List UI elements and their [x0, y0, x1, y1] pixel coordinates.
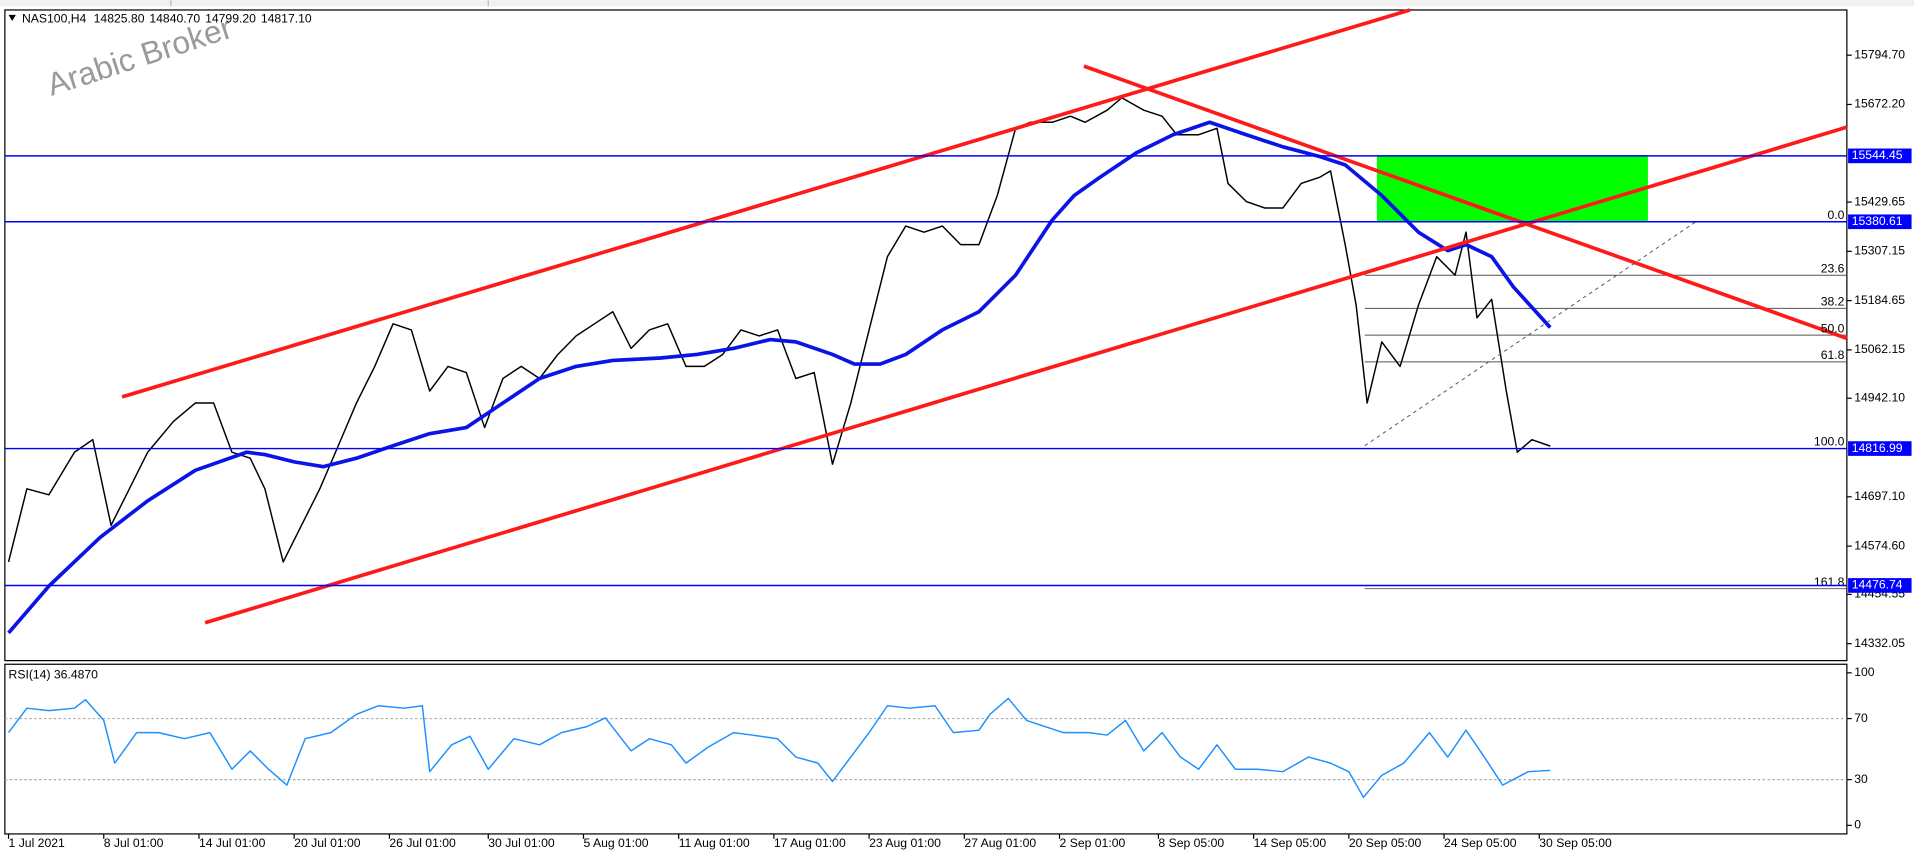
fib-label: 50.0	[1821, 321, 1845, 335]
x-tick-label: 30 Sep 05:00	[1539, 836, 1612, 850]
level-label: 14476.74	[1852, 578, 1903, 592]
rsi-line	[7, 697, 1551, 799]
fib-label: 23.6	[1821, 261, 1845, 275]
fib-label: 100.0	[1814, 435, 1845, 449]
rsi-frame	[4, 663, 1848, 835]
trendline-down	[1083, 64, 1848, 341]
y-tick-label: 70	[1854, 711, 1868, 725]
level-tag	[1848, 578, 1912, 593]
symbol-info: NAS100,H4 14825.80 14840.70 14799.20 14817.1…	[22, 12, 312, 26]
y-tick-label: 15429.65	[1854, 194, 1905, 208]
y-tick-label: 15307.15	[1854, 244, 1905, 258]
ohlc-open: 14825.80	[94, 12, 145, 26]
y-tick-label: 15062.15	[1854, 342, 1905, 356]
moving-average	[7, 120, 1552, 635]
ohlc-close: 14817.10	[261, 12, 312, 26]
x-tick-label: 30 Jul 01:00	[488, 836, 555, 850]
x-tick-label: 17 Aug 01:00	[774, 836, 846, 850]
plot-layer: 15794.70 15672.20 15429.65 15307.15 15184.65…	[7, 47, 1905, 850]
x-tick-label: 20 Jul 01:00	[294, 836, 361, 850]
y-tick-label: 100	[1854, 665, 1875, 679]
level-label: 15380.61	[1852, 214, 1903, 228]
menu-arrow	[8, 14, 16, 21]
price-line	[7, 97, 1551, 563]
level-tag	[1848, 214, 1912, 230]
x-tick-label: 26 Jul 01:00	[389, 836, 456, 850]
y-tick-label: 30	[1854, 772, 1868, 786]
x-tick-label: 20 Sep 05:00	[1349, 836, 1422, 850]
level-label: 14816.99	[1852, 441, 1903, 455]
x-tick-label: 27 Aug 01:00	[964, 836, 1036, 850]
y-tick-label: 15672.20	[1854, 97, 1905, 111]
x-tick-label: 8 Sep 05:00	[1158, 836, 1224, 850]
level-tag	[1848, 441, 1912, 456]
x-tick-label: 2 Sep 01:00	[1060, 836, 1126, 850]
x-tick-label: 14 Sep 05:00	[1254, 836, 1327, 850]
fib-label: 61.8	[1821, 348, 1845, 362]
x-tick-label: 14 Jul 01:00	[199, 836, 266, 850]
x-tick-label: 11 Aug 01:00	[679, 836, 750, 850]
fib-diagonal	[1364, 220, 1697, 447]
y-tick-label: 15184.65	[1854, 293, 1905, 307]
x-tick-label: 24 Sep 05:00	[1444, 836, 1517, 850]
rsi-title: RSI(14) 36.4870	[9, 667, 99, 681]
x-tick-label: 23 Aug 01:00	[869, 836, 941, 850]
y-tick-label: 14697.10	[1854, 489, 1905, 503]
symbol: NAS100,H4	[22, 12, 87, 26]
channel-lower	[204, 125, 1848, 625]
y-tick-label: 15794.70	[1854, 47, 1905, 61]
tab-strip	[0, 0, 1914, 7]
ohlc-low: 14799.20	[205, 12, 256, 26]
channel-upper	[121, 8, 1411, 399]
y-tick-label: 14942.10	[1854, 390, 1905, 404]
fib-label: 38.2	[1821, 295, 1845, 309]
y-tick-label: 0	[1854, 818, 1861, 832]
fib-label: 161.8	[1814, 575, 1845, 589]
target-zone	[1376, 155, 1648, 222]
level-tag	[1848, 148, 1912, 164]
x-tick-label: 8 Jul 01:00	[104, 836, 164, 850]
fib-label: 0.0	[1827, 208, 1844, 222]
y-tick-label: 14332.05	[1854, 636, 1905, 650]
ohlc-high: 14840.70	[149, 12, 200, 26]
x-tick-label: 1 Jul 2021	[9, 836, 65, 850]
y-tick-label: 14574.60	[1854, 538, 1905, 552]
x-tick-label: 5 Aug 01:00	[583, 836, 648, 850]
level-label: 15544.45	[1852, 148, 1903, 162]
